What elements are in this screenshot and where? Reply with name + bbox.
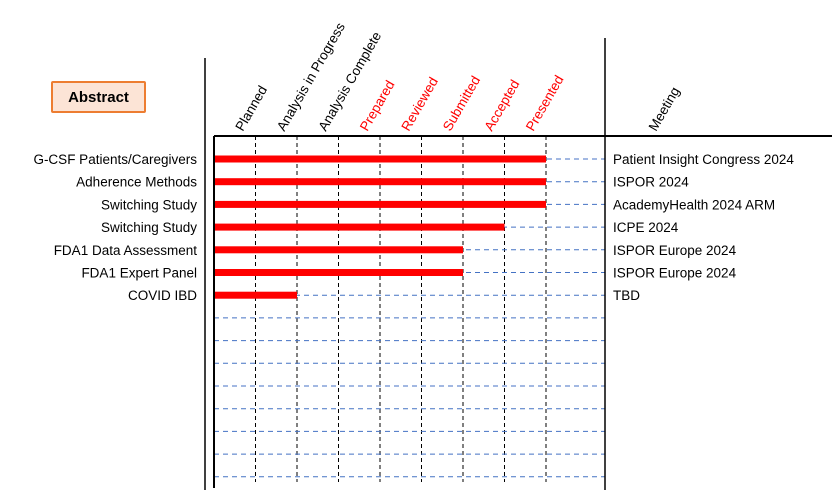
row-label: Adherence Methods [76,175,197,190]
chart-frame [204,38,832,490]
meeting-label: ISPOR Europe 2024 [613,266,737,281]
progress-bar [214,155,546,163]
stage-label: Submitted [440,73,483,133]
abstract-legend-box: Abstract [51,81,146,113]
meeting-label: Patient Insight Congress 2024 [613,152,794,167]
gridlines [214,136,605,482]
row-label: G-CSF Patients/Caregivers [33,152,197,167]
bars [214,155,546,299]
meeting-labels: Patient Insight Congress 2024 ISPOR 2024 A… [613,152,794,303]
row-label: Switching Study [101,197,197,212]
stage-label: Accepted [481,77,522,133]
progress-bar [214,178,546,186]
stage-label: Presented [523,73,567,134]
abstract-legend-label: Abstract [68,88,129,106]
meeting-label: ICPE 2024 [613,220,679,235]
row-label: COVID IBD [128,288,197,303]
row-label: Switching Study [101,220,197,235]
progress-bar [214,291,297,299]
progress-bar [214,200,546,208]
meeting-label: ISPOR 2024 [613,175,689,190]
row-labels: G-CSF Patients/Caregivers Adherence Metho… [33,152,197,303]
stage-label: Planned [232,83,270,133]
progress-bar [214,269,463,276]
stage-label: Prepared [357,78,398,134]
meeting-header: Meeting [646,84,683,133]
progress-bar [214,246,463,254]
meeting-label: AcademyHealth 2024 ARM [613,197,775,212]
progress-bar [214,223,505,231]
stage-label: Reviewed [398,75,441,134]
row-label: FDA1 Expert Panel [81,266,197,281]
meeting-label: TBD [613,288,640,303]
meeting-label: ISPOR Europe 2024 [613,243,737,258]
row-label: FDA1 Data Assessment [54,243,198,258]
